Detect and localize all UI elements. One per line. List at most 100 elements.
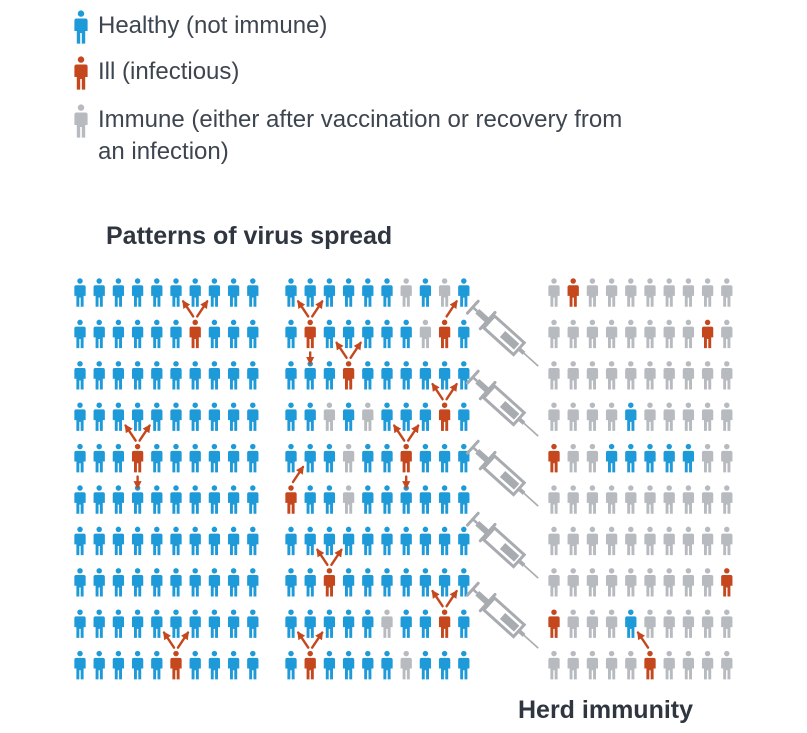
person-healthy: [285, 650, 297, 680]
person-healthy: [323, 485, 336, 514]
legend-label-ill: Ill (infectious): [98, 58, 240, 85]
person-immune: [323, 402, 336, 431]
spread-arrow: [297, 300, 310, 318]
spread-arrow: [162, 631, 176, 649]
person-healthy: [419, 361, 432, 390]
person-immune: [586, 402, 599, 431]
vaccination-syringes: [465, 299, 539, 649]
person-immune: [721, 443, 733, 473]
person-healthy: [74, 609, 86, 638]
person-healthy: [323, 361, 336, 390]
person-healthy: [381, 485, 393, 514]
person-healthy: [625, 402, 637, 431]
person-immune: [567, 485, 579, 514]
person-healthy: [304, 278, 316, 307]
person-healthy: [227, 443, 240, 473]
person-healthy: [438, 650, 451, 680]
person-immune: [701, 650, 714, 680]
person-healthy: [381, 361, 393, 390]
person-healthy: [151, 485, 163, 514]
person-healthy: [381, 526, 393, 556]
person-immune: [644, 526, 656, 556]
person-ill: [644, 650, 656, 680]
person-healthy: [419, 443, 432, 473]
person-healthy: [458, 319, 470, 349]
person-healthy: [151, 278, 163, 307]
person-immune: [644, 402, 656, 431]
person-immune: [605, 650, 618, 680]
panel-herd-immunity: [548, 278, 733, 680]
person-healthy: [458, 443, 470, 473]
person-healthy: [342, 402, 355, 431]
person-healthy: [362, 526, 374, 556]
person-healthy: [189, 609, 201, 638]
person-ill: [304, 319, 316, 349]
person-healthy: [112, 278, 125, 307]
person-immune: [567, 568, 579, 597]
person-healthy: [247, 609, 259, 638]
person-healthy: [285, 443, 297, 473]
panel-partial-immunity: [285, 278, 470, 680]
person-healthy: [74, 485, 86, 514]
person-healthy: [189, 526, 201, 556]
person-immune: [663, 485, 675, 514]
person-healthy: [208, 443, 221, 473]
person-healthy: [362, 568, 374, 597]
person-healthy: [247, 443, 259, 473]
people-grids: [74, 278, 733, 680]
person-healthy: [93, 568, 105, 597]
spread-arrow: [431, 589, 444, 608]
person-immune: [625, 319, 637, 349]
person-immune: [381, 609, 393, 638]
spread-arrow: [636, 631, 650, 649]
person-healthy: [74, 402, 86, 431]
person-immune: [548, 402, 560, 431]
person-healthy: [170, 443, 182, 473]
person-healthy: [170, 485, 182, 514]
person-immune: [682, 568, 695, 597]
person-healthy: [189, 443, 201, 473]
person-healthy: [304, 485, 316, 514]
person-healthy: [304, 443, 316, 473]
spread-arrows: [124, 300, 650, 649]
person-healthy: [285, 361, 297, 390]
person-immune: [682, 319, 695, 349]
legend-label-healthy: Healthy (not immune): [98, 12, 328, 39]
person-healthy: [131, 485, 144, 514]
person-healthy: [93, 609, 105, 638]
person-immune: [419, 319, 432, 349]
person-healthy: [285, 319, 297, 349]
person-healthy: [304, 568, 316, 597]
person-immune: [682, 485, 695, 514]
person-immune: [682, 402, 695, 431]
person-immune: [682, 526, 695, 556]
spread-arrow: [349, 341, 362, 359]
person-healthy: [247, 402, 259, 431]
spread-arrow: [311, 300, 324, 318]
spread-arrow: [291, 465, 305, 484]
person-ill: [701, 319, 714, 349]
person-healthy: [189, 278, 201, 307]
person-immune: [682, 278, 695, 307]
person-healthy: [170, 361, 182, 390]
person-healthy: [323, 319, 336, 349]
person-immune: [663, 361, 675, 390]
person-healthy: [151, 609, 163, 638]
person-immune: [548, 568, 560, 597]
person-immune: [644, 609, 656, 638]
person-immune: [567, 443, 579, 473]
person-healthy: [247, 278, 259, 307]
person-immune: [567, 650, 579, 680]
person-healthy: [605, 443, 618, 473]
person-healthy: [151, 650, 163, 680]
person-immune: [586, 361, 599, 390]
person-immune: [701, 609, 714, 638]
person-healthy: [208, 485, 221, 514]
person-healthy: [381, 568, 393, 597]
person-healthy: [342, 568, 355, 597]
person-healthy: [208, 609, 221, 638]
person-ill: [323, 568, 336, 597]
person-healthy: [663, 443, 675, 473]
person-healthy: [131, 609, 144, 638]
person-ill: [438, 609, 451, 638]
